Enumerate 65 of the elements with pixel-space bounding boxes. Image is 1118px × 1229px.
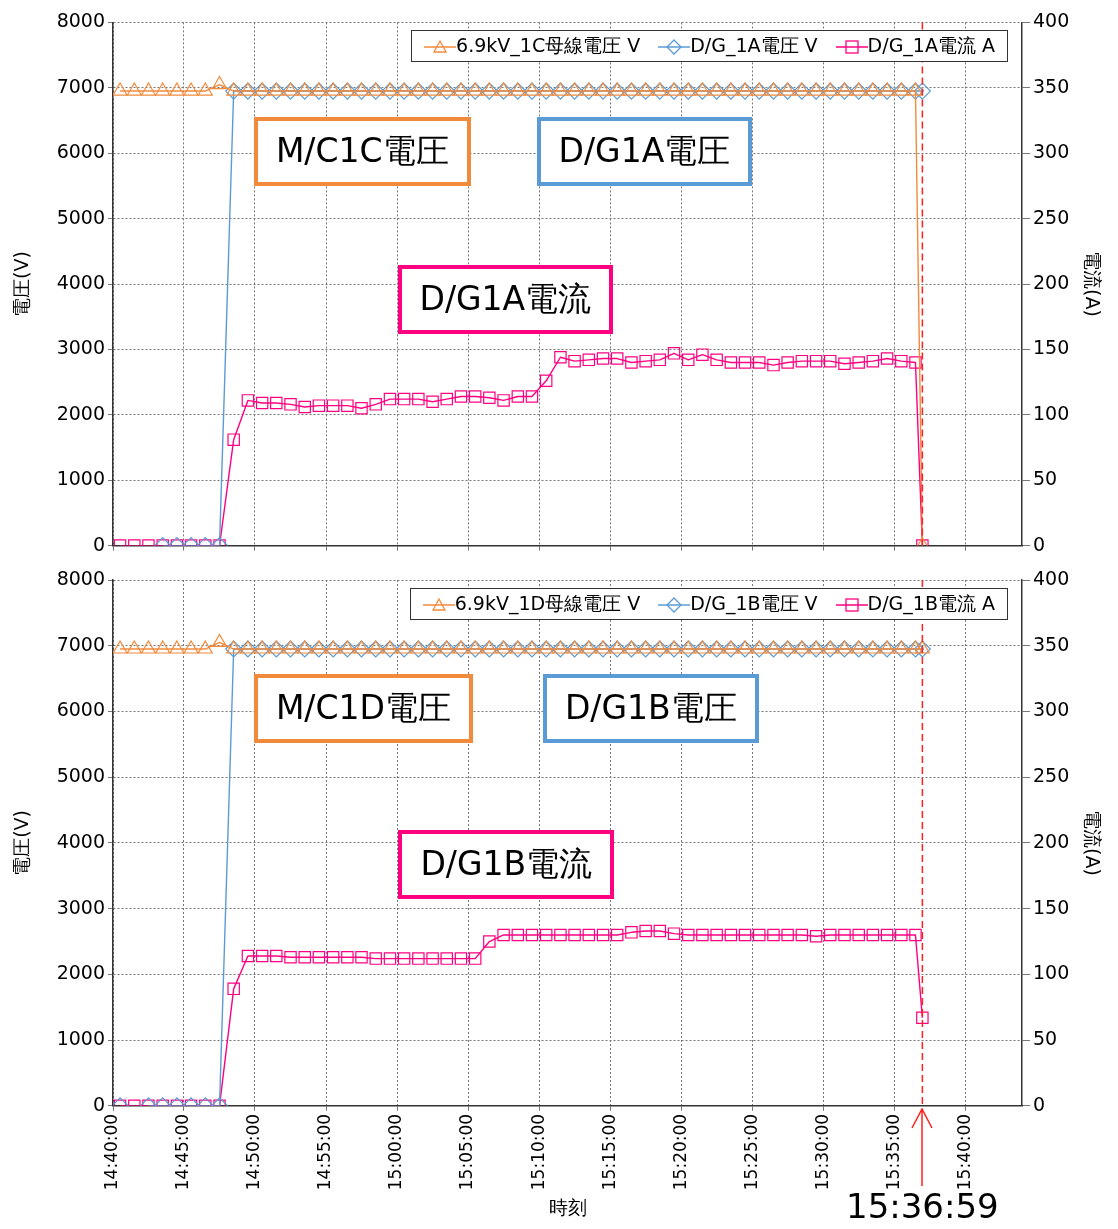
y2-tick-label: 50 bbox=[1033, 467, 1058, 490]
annotation: M/C1C電圧 bbox=[253, 116, 471, 186]
y2-tick-label: 200 bbox=[1033, 829, 1070, 852]
annotation: D/G1B電流 bbox=[398, 829, 615, 899]
y2-tick-label: 0 bbox=[1033, 532, 1046, 555]
annotation: M/C1D電圧 bbox=[253, 674, 473, 744]
y-tick-label: 6000 bbox=[56, 698, 105, 721]
y2-tick-label: 350 bbox=[1033, 74, 1070, 97]
y-tick-label: 2000 bbox=[56, 961, 105, 984]
y-axis-title: 電圧(V) bbox=[10, 810, 33, 876]
legend-label: D/G_1B電流 A bbox=[867, 592, 995, 614]
annotation: D/G1A電圧 bbox=[536, 116, 753, 186]
y2-tick-label: 250 bbox=[1033, 205, 1070, 228]
x-tick-label: 14:45:00 bbox=[172, 1113, 193, 1191]
y-tick-label: 8000 bbox=[56, 566, 105, 589]
y-tick-label: 3000 bbox=[56, 336, 105, 359]
x-tick-label: 15:20:00 bbox=[669, 1113, 690, 1191]
y2-tick-label: 250 bbox=[1033, 764, 1070, 787]
y2-tick-label: 350 bbox=[1033, 632, 1070, 655]
y-tick-label: 8000 bbox=[56, 9, 105, 32]
y2-tick-label: 50 bbox=[1033, 1027, 1058, 1050]
y-tick-label: 5000 bbox=[56, 764, 105, 787]
y2-tick-label: 150 bbox=[1033, 336, 1070, 359]
y2-tick-label: 300 bbox=[1033, 140, 1070, 163]
y-tick-label: 7000 bbox=[56, 632, 105, 655]
y-tick-label: 0 bbox=[92, 532, 105, 555]
legend-label: D/G_1B電圧 V bbox=[690, 592, 818, 614]
x-tick-label: 14:55:00 bbox=[314, 1113, 335, 1191]
x-tick-label: 15:40:00 bbox=[953, 1113, 974, 1191]
y2-tick-label: 100 bbox=[1033, 401, 1070, 424]
y-axis-title: 電圧(V) bbox=[10, 251, 33, 317]
legend-label: 6.9kV_1C母線電圧 V bbox=[456, 34, 641, 57]
x-axis-title: 時刻 bbox=[548, 1195, 587, 1218]
x-tick-label: 15:15:00 bbox=[598, 1113, 619, 1191]
x-tick-label: 15:30:00 bbox=[811, 1113, 832, 1191]
y-tick-label: 5000 bbox=[56, 205, 105, 228]
y2-tick-label: 100 bbox=[1033, 961, 1070, 984]
y2-axis-title: 電流(A) bbox=[1081, 810, 1104, 876]
y-tick-label: 4000 bbox=[56, 829, 105, 852]
y-tick-label: 1000 bbox=[56, 467, 105, 490]
y-tick-label: 3000 bbox=[56, 895, 105, 918]
y2-tick-label: 400 bbox=[1033, 566, 1070, 589]
x-tick-label: 15:10:00 bbox=[527, 1113, 548, 1191]
y2-tick-label: 0 bbox=[1033, 1092, 1046, 1115]
y-tick-label: 2000 bbox=[56, 401, 105, 424]
x-tick-label: 15:05:00 bbox=[456, 1113, 477, 1191]
y-tick-label: 6000 bbox=[56, 140, 105, 163]
legend-label: D/G_1A電流 A bbox=[867, 34, 995, 57]
y2-axis-title: 電流(A) bbox=[1081, 251, 1104, 317]
y2-tick-label: 200 bbox=[1033, 270, 1070, 293]
x-tick-label: 14:50:00 bbox=[243, 1113, 264, 1191]
y-tick-label: 4000 bbox=[56, 270, 105, 293]
y-tick-label: 0 bbox=[92, 1092, 105, 1115]
y-tick-label: 7000 bbox=[56, 74, 105, 97]
x-tick-label: 14:40:00 bbox=[101, 1113, 122, 1191]
legend-label: D/G_1A電圧 V bbox=[690, 34, 818, 57]
annotation: D/G1B電圧 bbox=[542, 674, 759, 744]
annotation: D/G1A電流 bbox=[397, 265, 614, 335]
x-tick-label: 15:00:00 bbox=[385, 1113, 406, 1191]
y2-tick-label: 300 bbox=[1033, 698, 1070, 721]
legend-label: 6.9kV_1D母線電圧 V bbox=[454, 592, 641, 614]
y2-tick-label: 150 bbox=[1033, 895, 1070, 918]
x-tick-label: 15:25:00 bbox=[740, 1113, 761, 1191]
y-tick-label: 1000 bbox=[56, 1027, 105, 1050]
y2-tick-label: 400 bbox=[1033, 9, 1070, 32]
